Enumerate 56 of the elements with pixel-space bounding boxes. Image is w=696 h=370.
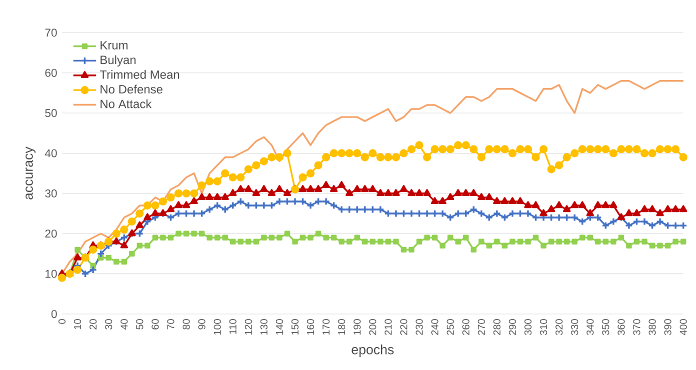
x-tick-label: 270: [478, 319, 485, 335]
y-tick-label: 20: [45, 230, 57, 238]
x-tick-label: 100: [214, 319, 221, 335]
y-tick-label: 10: [46, 270, 57, 278]
x-tick-label: 50: [136, 319, 144, 330]
x-tick-label: 290: [508, 319, 516, 335]
legend-label: Trimmed Mean: [100, 70, 180, 79]
x-tick-label: 60: [152, 319, 159, 330]
x-tick-label: 380: [648, 319, 656, 336]
legend-label: No Attack: [100, 99, 152, 108]
x-tick-label: 340: [586, 319, 594, 336]
x-tick-label: 190: [354, 319, 361, 335]
x-tick-label: 230: [416, 319, 423, 335]
y-tick-label: 70: [45, 28, 57, 37]
x-tick-label: 170: [322, 319, 330, 335]
x-tick-label: 70: [167, 319, 174, 330]
x-tick-label: 370: [633, 319, 640, 336]
x-tick-label: 120: [244, 319, 252, 335]
x-tick-label: 300: [524, 319, 532, 336]
x-tick-label: 220: [400, 319, 408, 335]
x-tick-label: 160: [306, 319, 314, 335]
x-tick-label: 360: [618, 319, 625, 336]
x-tick-label: 0: [58, 319, 66, 324]
x-axis-title: epochs: [352, 344, 394, 357]
x-tick-label: 150: [291, 319, 299, 335]
y-tick-label: 60: [45, 68, 57, 77]
x-tick-label: 250: [446, 319, 454, 335]
x-tick-label: 180: [338, 319, 346, 335]
x-tick-label: 260: [462, 319, 470, 335]
legend-label: Bulyan: [100, 55, 136, 67]
x-tick-label: 200: [369, 319, 376, 335]
x-tick-label: 310: [540, 319, 548, 336]
y-tick-label: 30: [45, 189, 57, 198]
y-tick-label: 50: [45, 109, 57, 118]
legend-label: No Defense: [100, 84, 162, 94]
x-tick-label: 130: [260, 319, 268, 335]
x-tick-label: 390: [664, 319, 672, 336]
x-tick-label: 240: [431, 319, 438, 335]
x-tick-label: 20: [90, 319, 97, 330]
x-tick-label: 110: [229, 319, 236, 334]
x-tick-label: 90: [198, 319, 206, 330]
x-tick-label: 140: [276, 319, 284, 335]
y-tick-label: 0: [51, 310, 57, 318]
x-tick-label: 80: [182, 319, 190, 330]
x-tick-label: 350: [602, 319, 610, 336]
y-tick-label: 40: [44, 149, 57, 158]
x-tick-label: 40: [120, 319, 128, 330]
x-tick-label: 280: [493, 319, 500, 335]
x-tick-label: 320: [556, 319, 563, 336]
x-tick-label: 10: [74, 319, 82, 330]
x-tick-label: 30: [105, 319, 112, 330]
x-tick-label: 400: [680, 319, 687, 336]
x-tick-label: 210: [384, 319, 392, 335]
x-tick-label: 330: [571, 319, 578, 336]
legend-label: Krum: [100, 41, 128, 50]
y-axis-title: accuracy: [26, 146, 36, 200]
